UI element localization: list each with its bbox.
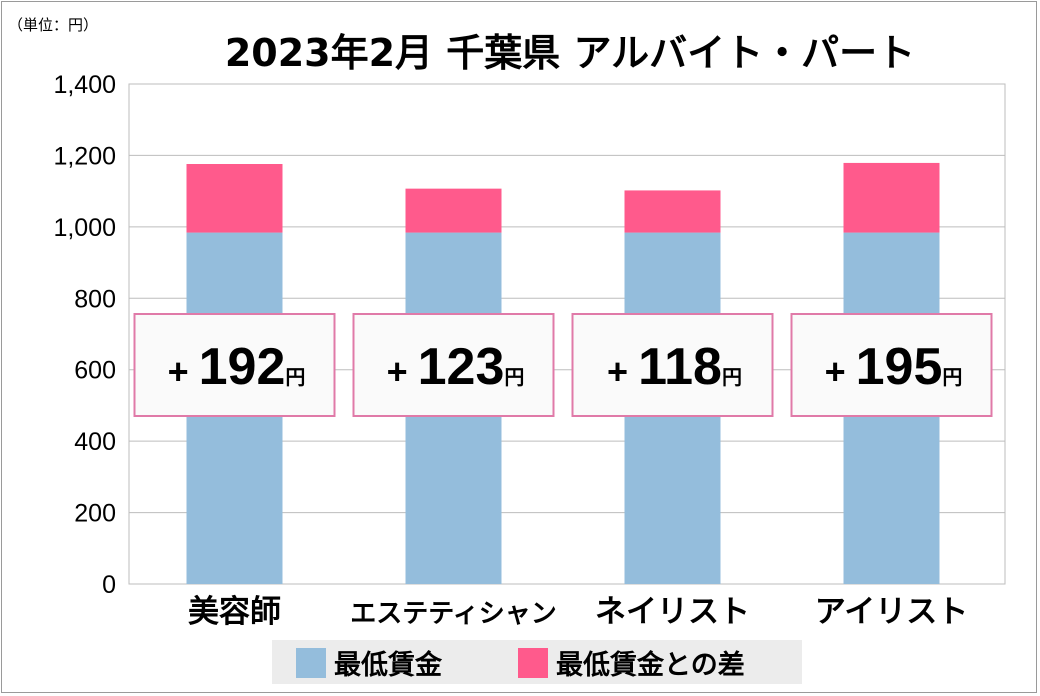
y-tick-label-1000: 1,000 [53, 214, 116, 242]
chart-title: 2023年2月 千葉県 アルバイト・パート [224, 31, 916, 75]
bar-difference-0 [186, 164, 283, 233]
y-tick-label-800: 800 [74, 285, 116, 313]
bar-difference-2 [624, 190, 721, 233]
callout-box-3 [790, 313, 993, 417]
y-tick-label-600: 600 [74, 357, 116, 385]
legend-label-0: 最低賃金 [334, 649, 443, 681]
x-category-label-2: ネイリスト [595, 594, 750, 630]
x-category-label-0: 美容師 [188, 594, 281, 630]
x-category-label-1: エステティシャン [350, 599, 556, 629]
y-tick-label-400: 400 [74, 428, 116, 456]
callout-box-2 [571, 313, 774, 417]
callout-box-1 [352, 313, 555, 417]
data-label-2: + 118円 [607, 338, 742, 396]
y-tick-label-0: 0 [102, 571, 116, 599]
x-category-label-3: アイリスト [815, 594, 968, 630]
data-label-3: + 195円 [825, 338, 963, 396]
bar-difference-1 [405, 188, 502, 233]
bar-difference-3 [843, 162, 940, 233]
y-tick-label-1200: 1,200 [53, 142, 116, 170]
legend-label-1: 最低賃金との差 [556, 649, 745, 681]
data-label-0: + 192円 [168, 338, 306, 396]
y-tick-label-1400: 1,400 [53, 71, 116, 99]
unit-label: （単位：円） [8, 16, 99, 34]
data-label-1: + 123円 [387, 338, 525, 396]
legend-swatch-0 [296, 648, 326, 678]
callout-box-0 [133, 313, 336, 417]
y-tick-label-200: 200 [74, 500, 116, 528]
legend-swatch-1 [518, 648, 548, 678]
